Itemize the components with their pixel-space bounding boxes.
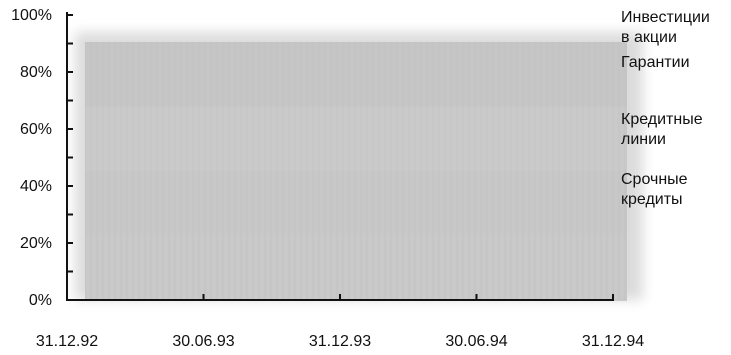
area-texture [85, 42, 627, 300]
legend-line: Гарантии [621, 54, 690, 71]
legend-line: Кредитные [621, 111, 703, 128]
legend-entry-1: Инвестиции в акции [621, 9, 710, 46]
areas-layer [75, 32, 643, 301]
x-tick-label: 31.12.92 [36, 333, 98, 350]
labels-layer: 0% 20% 40% 60% 80% 100% 31.12.92 30.06.93 31.12.… [11, 7, 644, 350]
y-tick-label: 0% [29, 292, 52, 309]
legend-entry-2: Гарантии [621, 54, 690, 71]
x-tick-label: 31.12.93 [309, 333, 371, 350]
legend-line: Инвестиции [621, 9, 710, 26]
legend-entry-4: Срочные кредиты [621, 171, 688, 208]
legend-line: Срочные [621, 171, 688, 188]
x-tick-label: 31.12.94 [582, 333, 644, 350]
x-tick-label: 30.06.93 [172, 333, 234, 350]
legend-entry-3: Кредитные линии [621, 111, 703, 148]
y-tick-label: 80% [20, 64, 52, 81]
y-tick-label: 40% [20, 178, 52, 195]
y-tick-label: 60% [20, 121, 52, 138]
legend-line: кредиты [621, 191, 683, 208]
x-tick-label: 30.06.94 [445, 333, 507, 350]
y-tick-label: 100% [11, 7, 52, 24]
y-tick-label: 20% [20, 235, 52, 252]
legend-line: в акции [621, 29, 677, 46]
ticks-layer [67, 14, 614, 301]
legend-layer: Инвестиции в акции Гарантии Кредитные линии С… [621, 9, 710, 208]
legend-line: линии [621, 131, 666, 148]
